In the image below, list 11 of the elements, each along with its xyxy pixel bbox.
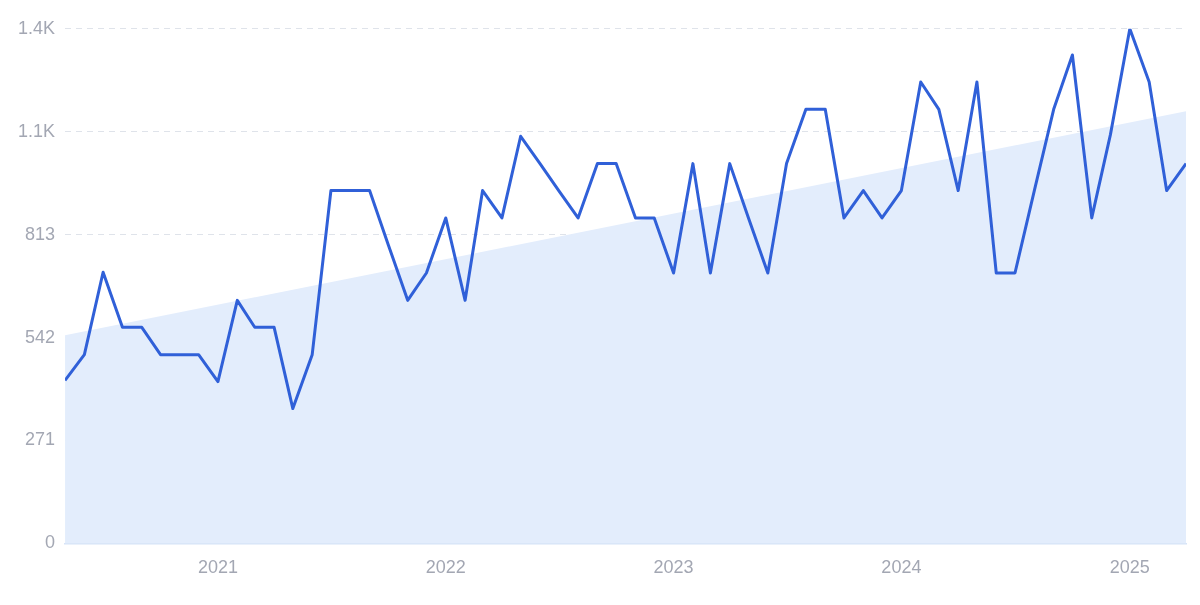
y-tick-label: 271 (24, 429, 56, 450)
y-tick-label: 1.1K (18, 120, 56, 141)
y-tick-label: 1.4K (18, 17, 56, 38)
x-tick-label: 2024 (881, 557, 922, 578)
y-tick-label: 813 (24, 223, 56, 244)
x-tick-label: 2022 (425, 557, 466, 578)
x-tick-label: 2023 (653, 557, 694, 578)
x-tick-label: 2025 (1109, 557, 1150, 578)
x-tick-label: 2021 (197, 557, 238, 578)
y-tick-label: 0 (45, 532, 56, 553)
y-tick-label: 542 (24, 326, 56, 347)
